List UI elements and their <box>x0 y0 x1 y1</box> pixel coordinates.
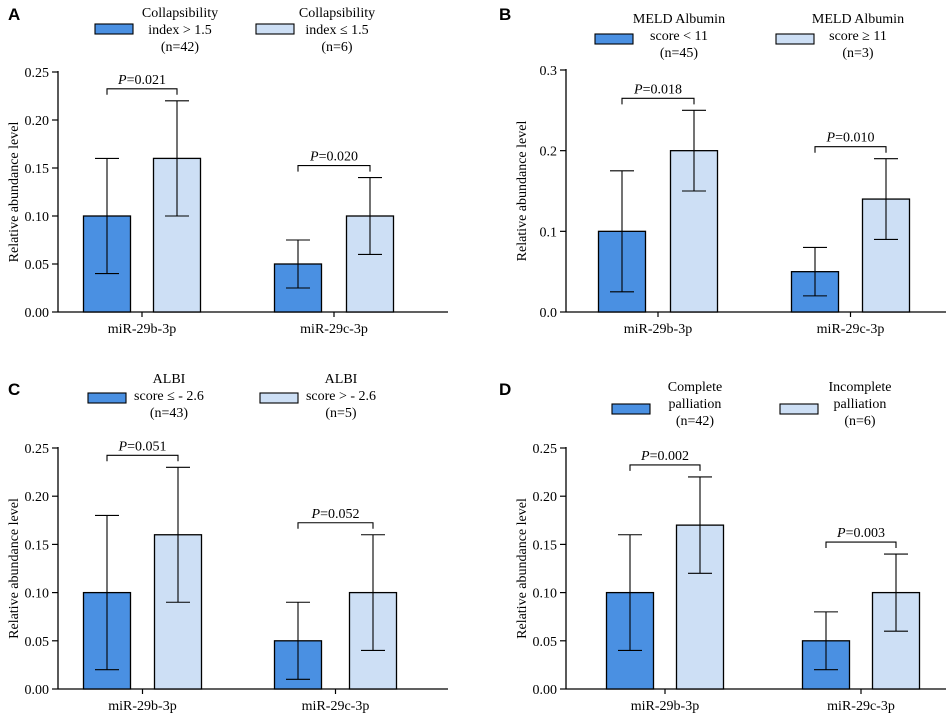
panel-d: D Relative abundance level 0.00 0.05 0.10 0.1… <box>499 380 946 714</box>
p-value-label: P=0.018 <box>633 82 682 97</box>
legend-label: palliation <box>834 397 887 412</box>
legend-label: (n=42) <box>161 40 200 55</box>
panel-letter: A <box>8 5 20 24</box>
significance-bracket <box>106 88 178 95</box>
panel-letter: C <box>8 380 20 399</box>
legend-swatch-group2 <box>775 33 815 45</box>
p-value-label: P=0.010 <box>826 131 875 146</box>
legend-swatch-group1 <box>611 403 651 415</box>
legend-label: palliation <box>669 397 722 412</box>
y-tick-label: 0.25 <box>25 66 50 81</box>
y-tick-label: 0.10 <box>533 587 558 602</box>
p-value-label: P=0.021 <box>117 73 166 88</box>
y-tick-label: 0.10 <box>25 210 50 225</box>
p-value-label: P=0.003 <box>836 526 885 541</box>
y-tick-label: 0.20 <box>25 490 50 505</box>
y-tick-label: 0.00 <box>25 683 50 698</box>
y-tick-label: 0.15 <box>533 538 558 553</box>
p-value-label: P=0.020 <box>309 150 358 165</box>
y-tick-label: 0.15 <box>25 162 50 177</box>
y-tick-label: 0.15 <box>25 538 50 553</box>
legend-label: (n=6) <box>321 40 353 55</box>
y-tick-label: 0.00 <box>25 306 50 321</box>
significance-bracket <box>814 146 887 153</box>
legend-label: ALBI <box>325 372 358 387</box>
y-tick-label: 0.25 <box>533 442 558 457</box>
legend-label: MELD Albumin <box>812 12 904 27</box>
legend-swatch-group2 <box>259 392 299 404</box>
legend-swatch-group1 <box>94 23 134 35</box>
x-tick-label: miR-29c-3p <box>817 322 885 337</box>
p-value-label: P=0.051 <box>118 439 167 454</box>
y-tick-label: 0.00 <box>533 683 558 698</box>
x-tick-label: miR-29c-3p <box>300 322 368 337</box>
panel-b: B Relative abundance level 0.0 0.1 0.2 0.3 miR… <box>499 5 946 337</box>
legend-label: score < 11 <box>650 29 708 44</box>
legend-swatch-group1 <box>594 33 634 45</box>
y-tick-label: 0.1 <box>540 225 558 240</box>
legend-label: score ≥ 11 <box>829 29 887 44</box>
legend-label: MELD Albumin <box>633 12 725 27</box>
y-tick-label: 0.05 <box>25 258 50 273</box>
legend-label: (n=5) <box>325 406 357 421</box>
legend-label: (n=6) <box>844 414 876 429</box>
y-axis-label: Relative abundance level <box>7 122 22 263</box>
y-tick-label: 0.0 <box>540 306 558 321</box>
y-tick-label: 0.2 <box>540 145 558 160</box>
legend-label: (n=42) <box>676 414 715 429</box>
legend-swatch-group2 <box>255 23 295 35</box>
legend-label: score > - 2.6 <box>306 389 376 404</box>
p-value-label: P=0.002 <box>640 449 689 464</box>
y-tick-label: 0.3 <box>540 64 558 79</box>
legend-label: Incomplete <box>829 380 892 395</box>
legend-label: index > 1.5 <box>148 23 212 38</box>
x-tick-label: miR-29c-3p <box>302 699 370 714</box>
y-tick-label: 0.25 <box>25 442 50 457</box>
significance-bracket <box>297 165 371 172</box>
y-tick-label: 0.20 <box>533 490 558 505</box>
legend-label: (n=3) <box>842 46 874 61</box>
y-tick-label: 0.10 <box>25 587 50 602</box>
y-axis-label: Relative abundance level <box>515 121 530 262</box>
panel-letter: B <box>499 5 511 24</box>
significance-bracket <box>297 522 374 529</box>
y-tick-label: 0.05 <box>533 635 558 650</box>
legend-label: ALBI <box>153 372 186 387</box>
y-axis-label: Relative abundance level <box>515 498 530 639</box>
legend-label: Collapsibility <box>299 6 375 21</box>
panel-c: C Relative abundance level 0.00 0.05 0.10 0.1… <box>7 372 448 714</box>
legend-swatch-group1 <box>87 392 127 404</box>
legend-label: Complete <box>668 380 722 395</box>
significance-bracket <box>621 97 695 105</box>
x-tick-label: miR-29b-3p <box>108 322 176 337</box>
y-axis-label: Relative abundance level <box>7 498 22 639</box>
x-tick-label: miR-29c-3p <box>827 699 895 714</box>
significance-bracket <box>629 464 701 471</box>
legend-swatch-group2 <box>779 403 819 415</box>
significance-bracket <box>106 454 179 462</box>
x-tick-label: miR-29b-3p <box>624 322 692 337</box>
legend-label: (n=45) <box>660 46 699 61</box>
y-tick-label: 0.20 <box>25 114 50 129</box>
p-value-label: P=0.052 <box>311 507 360 522</box>
x-tick-label: miR-29b-3p <box>631 699 699 714</box>
legend-label: index ≤ 1.5 <box>305 23 368 38</box>
x-tick-label: miR-29b-3p <box>108 699 176 714</box>
legend-label: score ≤ - 2.6 <box>134 389 204 404</box>
panel-letter: D <box>499 380 511 399</box>
y-tick-label: 0.05 <box>25 635 50 650</box>
significance-bracket <box>825 541 897 549</box>
legend-label: (n=43) <box>150 406 189 421</box>
panel-a: A Relative abundance level 0.00 0.05 0.10 0.1… <box>7 5 448 337</box>
legend-label: Collapsibility <box>142 6 218 21</box>
